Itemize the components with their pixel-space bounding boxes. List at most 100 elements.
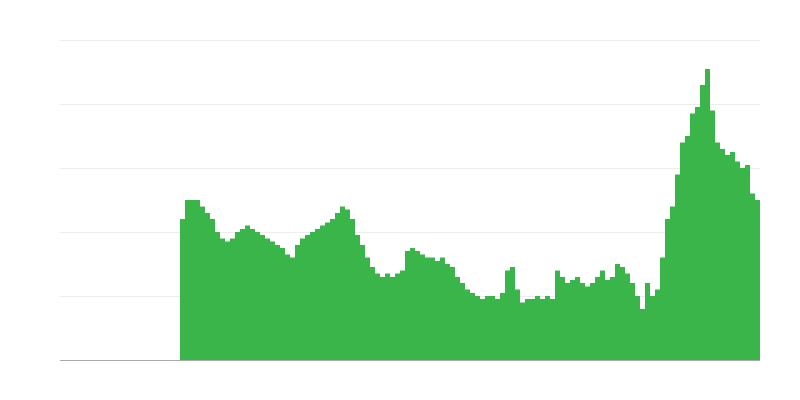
bar xyxy=(720,148,725,360)
bar xyxy=(615,264,620,360)
bar xyxy=(455,276,460,360)
bar xyxy=(370,267,375,360)
bar xyxy=(200,206,205,360)
bar xyxy=(225,241,230,360)
bar xyxy=(645,283,650,360)
bar xyxy=(480,299,485,360)
bar xyxy=(255,232,260,360)
bar xyxy=(625,273,630,360)
bar xyxy=(600,270,605,360)
bar xyxy=(430,257,435,360)
bar xyxy=(365,257,370,360)
bar xyxy=(630,283,635,360)
bar xyxy=(215,232,220,360)
bar xyxy=(220,238,225,360)
bar xyxy=(440,257,445,360)
bar xyxy=(490,296,495,360)
bar xyxy=(715,142,720,360)
bar xyxy=(230,238,235,360)
bar xyxy=(725,155,730,360)
bar xyxy=(530,299,535,360)
bar xyxy=(745,164,750,360)
bar xyxy=(665,219,670,360)
bar xyxy=(405,251,410,360)
bar xyxy=(410,248,415,360)
bar xyxy=(240,228,245,360)
bar xyxy=(385,273,390,360)
bar xyxy=(445,264,450,360)
bar xyxy=(295,244,300,360)
bar xyxy=(310,232,315,360)
bar xyxy=(260,235,265,360)
bar xyxy=(185,200,190,360)
bar xyxy=(690,113,695,360)
bar xyxy=(320,225,325,360)
bar xyxy=(660,257,665,360)
bar xyxy=(585,286,590,360)
bar xyxy=(565,283,570,360)
bar xyxy=(670,206,675,360)
bar xyxy=(605,280,610,360)
bar xyxy=(655,289,660,360)
bar xyxy=(620,267,625,360)
bar xyxy=(270,241,275,360)
bar xyxy=(245,225,250,360)
bar xyxy=(640,308,645,360)
bar xyxy=(475,296,480,360)
bar xyxy=(265,238,270,360)
bar xyxy=(535,296,540,360)
bar xyxy=(460,283,465,360)
bar xyxy=(495,299,500,360)
bar xyxy=(700,84,705,361)
bar xyxy=(205,212,210,360)
bar xyxy=(515,289,520,360)
bar xyxy=(710,110,715,361)
bar xyxy=(425,257,430,360)
bar xyxy=(520,302,525,360)
bar xyxy=(300,238,305,360)
bar xyxy=(705,68,710,361)
bar xyxy=(560,276,565,360)
bar xyxy=(325,222,330,360)
bar xyxy=(575,276,580,360)
bar xyxy=(330,219,335,360)
bar xyxy=(525,299,530,360)
bar xyxy=(685,136,690,360)
bar xyxy=(610,276,615,360)
bar xyxy=(340,206,345,360)
bar xyxy=(540,299,545,360)
bar xyxy=(500,292,505,360)
bar xyxy=(750,193,755,360)
bar xyxy=(285,254,290,360)
bar xyxy=(190,200,195,360)
bar xyxy=(395,273,400,360)
bar xyxy=(635,296,640,360)
bar xyxy=(355,235,360,360)
bar xyxy=(680,142,685,360)
bar xyxy=(510,267,515,360)
bar xyxy=(195,200,200,360)
bar xyxy=(570,280,575,360)
bar xyxy=(335,212,340,360)
bar xyxy=(280,248,285,360)
bar xyxy=(290,257,295,360)
bar xyxy=(580,283,585,360)
bar xyxy=(675,174,680,360)
bar xyxy=(755,200,760,360)
bar xyxy=(305,235,310,360)
bar xyxy=(550,299,555,360)
bar xyxy=(730,152,735,360)
bar xyxy=(375,273,380,360)
bar xyxy=(450,267,455,360)
bar xyxy=(650,296,655,360)
bar xyxy=(250,228,255,360)
bar xyxy=(545,296,550,360)
bar xyxy=(435,260,440,360)
bar xyxy=(485,296,490,360)
bar xyxy=(235,232,240,360)
bar xyxy=(390,276,395,360)
bar xyxy=(595,276,600,360)
bar xyxy=(180,219,185,360)
bar xyxy=(350,219,355,360)
